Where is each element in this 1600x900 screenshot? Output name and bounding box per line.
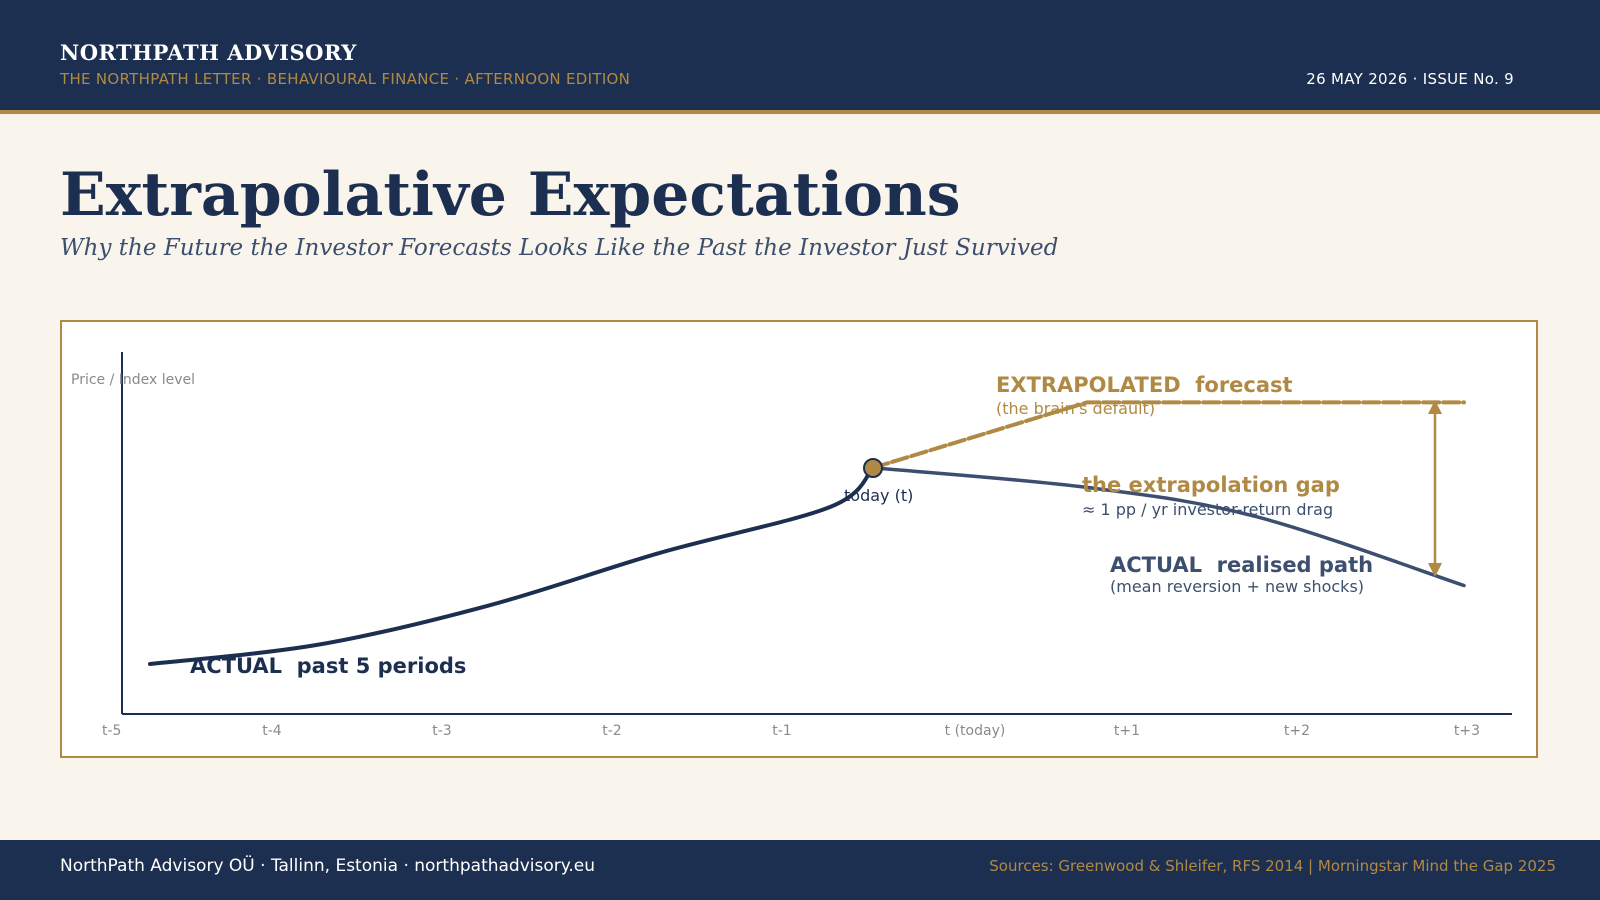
realised-series-note: (mean reversion + new shocks) bbox=[1110, 577, 1364, 596]
footer-contact: NorthPath Advisory OÜ · Tallinn, Estonia… bbox=[60, 856, 596, 876]
gap-title: the extrapolation gap bbox=[1082, 473, 1340, 497]
past-series-line bbox=[148, 465, 875, 666]
today-label: today (t) bbox=[844, 486, 913, 505]
x-tick-label: t+2 bbox=[1284, 723, 1310, 739]
realised-series-label: ACTUAL realised path bbox=[1110, 553, 1373, 577]
forecast-series-line bbox=[871, 400, 1466, 470]
gap-note: ≈ 1 pp / yr investor-return drag bbox=[1082, 500, 1333, 519]
x-tick-label: t-5 bbox=[102, 723, 121, 739]
today-marker bbox=[863, 458, 883, 478]
x-tick-label: t-2 bbox=[602, 723, 621, 739]
past-series-label: ACTUAL past 5 periods bbox=[190, 654, 466, 678]
footer-sources: Sources: Greenwood & Shleifer, RFS 2014 … bbox=[989, 857, 1556, 875]
issue-date: 26 MAY 2026 · ISSUE No. 9 bbox=[1306, 70, 1514, 88]
x-tick-label: t (today) bbox=[945, 723, 1006, 739]
gap-arrow-up-head bbox=[1428, 400, 1442, 414]
extrapolation-chart: Price / Index level t-5 t-4 t-3 t-2 t-1 t (to… bbox=[71, 352, 1512, 739]
publication-line: THE NORTHPATH LETTER · BEHAVIOURAL FINAN… bbox=[60, 70, 631, 88]
y-axis-label: Price / Index level bbox=[71, 372, 195, 388]
x-tick-label: t-1 bbox=[772, 723, 791, 739]
gap-arrow bbox=[1428, 400, 1442, 577]
forecast-series-note: (the brain's default) bbox=[996, 399, 1155, 418]
x-tick-label: t-4 bbox=[262, 723, 282, 739]
chart-series bbox=[148, 400, 1466, 666]
chart-axes: Price / Index level bbox=[71, 352, 1512, 715]
x-tick-label: t-3 bbox=[432, 723, 451, 739]
masthead bbox=[0, 0, 1600, 114]
x-tick-label: t+3 bbox=[1454, 723, 1480, 739]
page-subtitle: Why the Future the Investor Forecasts Lo… bbox=[60, 235, 1059, 261]
page-title: Extrapolative Expectations bbox=[60, 160, 961, 230]
footer-bar bbox=[0, 840, 1600, 900]
chart-panel: Price / Index level t-5 t-4 t-3 t-2 t-1 t (to… bbox=[60, 320, 1538, 758]
gap-arrow-down-head bbox=[1428, 563, 1442, 577]
brand-name: NORTHPATH ADVISORY bbox=[60, 40, 357, 65]
realised-series-line bbox=[871, 466, 1466, 588]
x-tick-labels: t-5 t-4 t-3 t-2 t-1 t (today) t+1 t+2 t+3 bbox=[102, 723, 1480, 739]
forecast-series-label: EXTRAPOLATED forecast bbox=[996, 373, 1293, 397]
x-tick-label: t+1 bbox=[1114, 723, 1140, 739]
